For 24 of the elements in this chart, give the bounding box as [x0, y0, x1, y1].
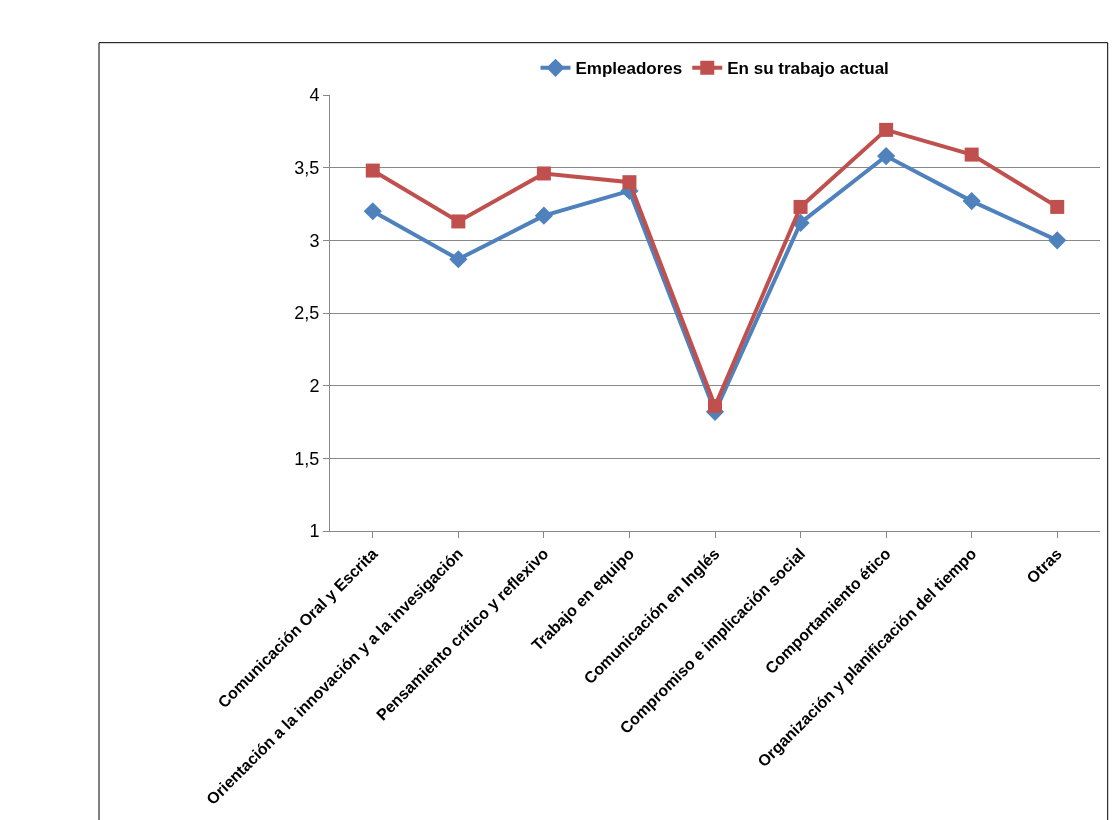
point [1048, 231, 1067, 250]
point [708, 399, 722, 414]
point [534, 206, 553, 225]
point [1050, 199, 1065, 214]
point [962, 191, 981, 211]
point [877, 146, 896, 166]
y-tick-label: 1 [309, 521, 320, 542]
y-tick-label: 1,5 [294, 448, 320, 469]
point [451, 214, 466, 229]
y-tick-label: 3,5 [294, 157, 320, 178]
point [449, 250, 468, 269]
y-tick-label: 2,5 [294, 303, 320, 324]
point [365, 163, 380, 178]
point [793, 199, 808, 214]
y-tick-label: 2 [309, 375, 320, 396]
legend-label: Empleadores [575, 59, 683, 79]
point [622, 175, 637, 190]
y-tick-label: 4 [309, 85, 320, 106]
legend-label: En su trabajo actual [727, 59, 889, 79]
point [536, 166, 551, 181]
y-tick-label: 3 [309, 230, 320, 251]
point [363, 202, 382, 221]
point [879, 122, 894, 137]
point [964, 147, 979, 162]
